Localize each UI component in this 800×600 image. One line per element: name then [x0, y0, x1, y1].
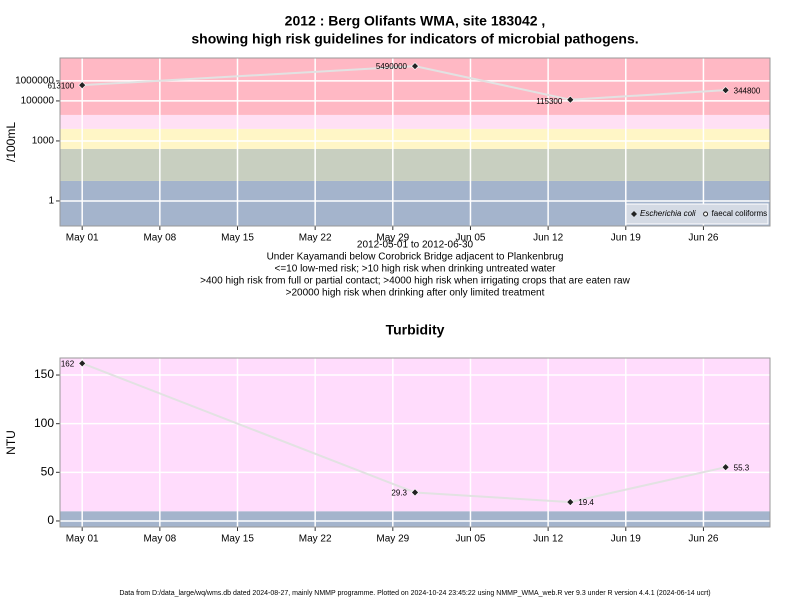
data-label: 115300 — [536, 97, 563, 106]
x-tick-label: Jun 19 — [611, 233, 641, 244]
x-tick-label: Jun 12 — [533, 534, 563, 545]
data-point — [78, 81, 87, 90]
risk-band — [60, 114, 770, 129]
y-axis-label: /100mL — [4, 122, 18, 162]
x-tick-label: May 22 — [299, 534, 332, 545]
series-line — [81, 362, 726, 504]
x-tick-label: May 15 — [221, 534, 254, 545]
x-tick-label: May 29 — [376, 534, 409, 545]
x-tick-label: May 29 — [376, 233, 409, 244]
y-tick-label: 1000 — [32, 136, 55, 147]
risk-band — [60, 358, 770, 512]
data-label: 55.3 — [734, 463, 750, 472]
y-tick-label: 100 — [34, 416, 54, 430]
y-tick-label: 100000 — [21, 96, 55, 107]
legend-box — [625, 203, 769, 225]
data-point — [721, 86, 730, 95]
data-label: 344800 — [734, 86, 761, 95]
data-point — [721, 463, 730, 472]
y-tick-label: 50 — [41, 464, 55, 478]
x-tick-label: May 08 — [143, 233, 176, 244]
data-point — [566, 498, 575, 507]
chart-title: Turbidity — [386, 322, 445, 338]
data-label: 29.3 — [391, 489, 407, 498]
data-label: 5490000 — [376, 62, 408, 71]
data-label: 19.4 — [578, 498, 594, 507]
risk-band — [60, 148, 770, 181]
risk-band — [60, 128, 770, 149]
chart-title: showing high risk guidelines for indicat… — [191, 31, 638, 47]
legend-label: faecal coliforms — [712, 209, 768, 218]
y-tick-label: 1000000 — [15, 76, 54, 87]
plot-frame — [59, 57, 771, 227]
chart-title: 2012 : Berg Olifants WMA, site 183042 , — [285, 13, 546, 29]
footer: Data from D:/data_large/wq/wms.db dated … — [119, 590, 710, 597]
caption-line: >400 high risk from full or partial cont… — [200, 276, 630, 287]
x-tick-label: Jun 19 — [611, 534, 641, 545]
data-point — [78, 359, 87, 368]
y-tick-label: 150 — [34, 367, 54, 381]
caption-line: Under Kayamandi below Corobrick Bridge a… — [267, 252, 564, 263]
y-tick-label: 1 — [48, 196, 54, 207]
legend-label: Escherichia coli — [640, 209, 696, 218]
x-tick-label: Jun 26 — [688, 534, 718, 545]
data-point — [411, 488, 419, 497]
x-tick-label: May 01 — [66, 534, 99, 545]
caption-line: >20000 high risk when drinking after onl… — [286, 288, 545, 299]
plot-frame — [59, 357, 771, 528]
data-point — [566, 95, 575, 104]
data-point — [411, 62, 419, 71]
caption-line: 2012-05-01 to 2012-06-30 — [357, 240, 474, 251]
x-tick-label: May 22 — [299, 233, 332, 244]
x-tick-label: May 15 — [221, 233, 254, 244]
data-label: 162 — [61, 359, 75, 368]
y-axis-label: NTU — [4, 430, 18, 455]
data-label: 613100 — [47, 81, 74, 90]
x-tick-label: Jun 26 — [688, 233, 718, 244]
x-tick-label: May 08 — [143, 534, 176, 545]
caption-line: <=10 low-med risk; >10 high risk when dr… — [275, 264, 557, 275]
x-tick-label: May 01 — [66, 233, 99, 244]
x-tick-label: Jun 12 — [533, 233, 563, 244]
legend-marker — [703, 211, 709, 217]
x-tick-label: Jun 05 — [455, 534, 485, 545]
series-line — [82, 65, 726, 101]
x-tick-label: Jun 05 — [455, 233, 485, 244]
y-tick-label: 0 — [47, 513, 54, 527]
risk-band — [60, 511, 770, 527]
legend-marker — [631, 211, 637, 217]
